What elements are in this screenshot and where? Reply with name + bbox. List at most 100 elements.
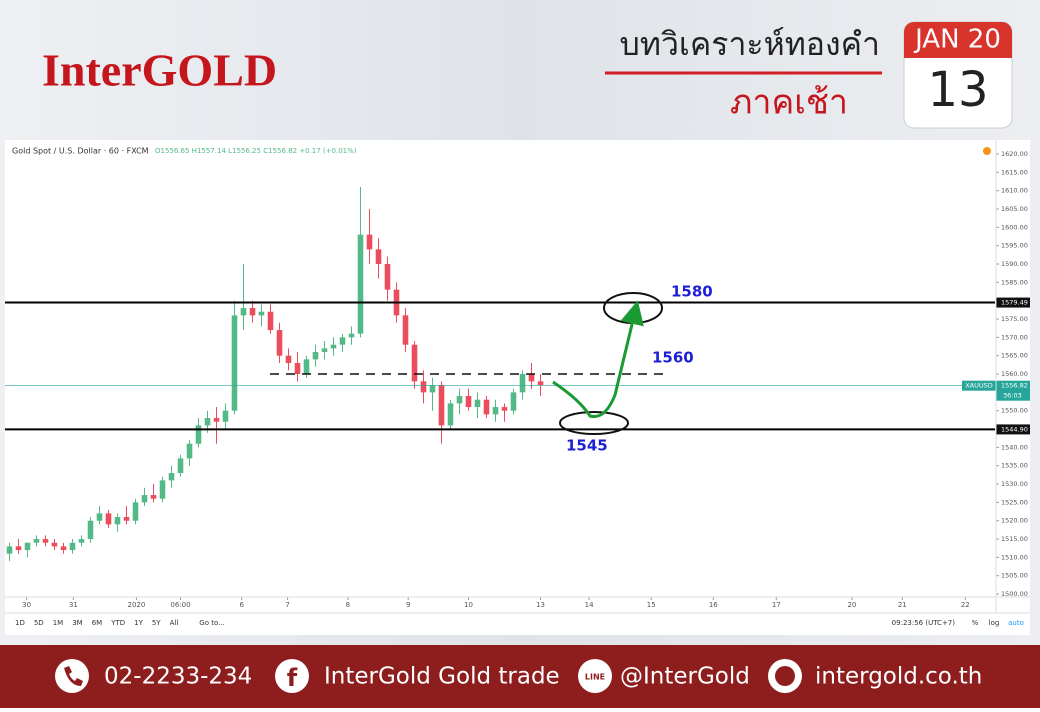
x-tick-label: 6 bbox=[239, 601, 244, 609]
candle-body bbox=[537, 381, 544, 386]
y-tick-label: 1575.00 bbox=[1001, 315, 1028, 323]
ohlc-text: O1556.65 H1557.14 L1556.25 C1556.82 +0.1… bbox=[155, 147, 357, 155]
range-button[interactable]: 3M bbox=[72, 619, 83, 627]
range-button[interactable]: 6M bbox=[92, 619, 103, 627]
countdown-label: 36:03 bbox=[1003, 392, 1022, 400]
y-tick-label: 1515.00 bbox=[1001, 535, 1028, 543]
x-tick-label: 30 bbox=[22, 601, 31, 609]
range-button[interactable]: 5Y bbox=[152, 619, 161, 627]
range-button[interactable]: 1D bbox=[15, 619, 25, 627]
candle-body bbox=[186, 443, 193, 459]
candle-body bbox=[321, 348, 328, 353]
y-tick-label: 1605.00 bbox=[1001, 205, 1028, 213]
x-tick-label: 10 bbox=[464, 601, 473, 609]
x-tick-label: 21 bbox=[898, 601, 907, 609]
y-tick-label: 1510.00 bbox=[1001, 553, 1028, 561]
candle-body bbox=[339, 337, 346, 345]
annotation: 1545 bbox=[566, 437, 608, 455]
goto-button[interactable]: Go to... bbox=[199, 619, 225, 627]
y-tick-label: 1590.00 bbox=[1001, 260, 1028, 268]
candle-body bbox=[276, 330, 283, 356]
x-tick-label: 15 bbox=[647, 601, 656, 609]
line-icon bbox=[578, 659, 612, 693]
candle-body bbox=[177, 458, 184, 474]
x-tick-label: 17 bbox=[772, 601, 781, 609]
range-button[interactable]: 1M bbox=[53, 619, 64, 627]
y-tick-label: 1620.00 bbox=[1001, 150, 1028, 158]
range-button[interactable]: All bbox=[170, 619, 179, 627]
phone-glyph bbox=[64, 666, 83, 686]
y-tick-label: 1500.00 bbox=[1001, 590, 1028, 598]
annotation: 1580 bbox=[671, 283, 713, 301]
x-tick-label: 8 bbox=[346, 601, 350, 609]
chart: 1620.00 1615.00 1610.00 1605.00 1600.00 1595.… bbox=[5, 150, 1030, 627]
y-tick-label: 1600.00 bbox=[1001, 223, 1028, 231]
candle-body bbox=[60, 546, 67, 551]
candle-body bbox=[411, 344, 418, 382]
candle-body bbox=[366, 234, 373, 250]
x-tick-label: 9 bbox=[406, 601, 410, 609]
candle-body bbox=[501, 407, 508, 411]
candle-body bbox=[69, 542, 76, 551]
y-tick-label: 1520.00 bbox=[1001, 517, 1028, 525]
support-circle bbox=[559, 411, 629, 435]
logo: InterGOLD bbox=[42, 45, 277, 96]
range-button[interactable]: 5D bbox=[34, 619, 44, 627]
y-tick-label: 1540.00 bbox=[1001, 443, 1028, 451]
scale-option[interactable]: auto bbox=[1008, 619, 1024, 627]
candle-body bbox=[528, 374, 535, 382]
x-tick-label: 14 bbox=[585, 601, 594, 609]
annotation: 1560 bbox=[652, 349, 694, 367]
scale-option[interactable]: log bbox=[989, 619, 1000, 627]
x-tick-label: 2020 bbox=[127, 601, 145, 609]
y-tick-label: 1535.00 bbox=[1001, 462, 1028, 470]
y-tick-label: 1610.00 bbox=[1001, 187, 1028, 195]
x-tick-label: 13 bbox=[536, 601, 545, 609]
candle-body bbox=[438, 385, 445, 426]
candle-body bbox=[465, 396, 472, 408]
x-tick-label: 06:00 bbox=[170, 601, 190, 609]
calendar-top bbox=[904, 22, 1012, 58]
footer-website: intergold.co.th bbox=[815, 664, 982, 690]
footer-facebook: InterGold Gold trade bbox=[324, 664, 560, 690]
candle-body bbox=[168, 473, 175, 481]
candle-body bbox=[141, 495, 148, 503]
candle-body bbox=[195, 425, 202, 444]
range-button[interactable]: 1Y bbox=[134, 619, 143, 627]
candle-body bbox=[24, 542, 31, 551]
candle-body bbox=[33, 539, 40, 543]
title: บทวิเคราะห์ทองคำ bbox=[620, 25, 880, 63]
facebook-glyph: f bbox=[287, 664, 298, 692]
candle-body bbox=[150, 495, 157, 499]
x-tick-label: 31 bbox=[69, 601, 78, 609]
candle-body bbox=[294, 363, 301, 375]
candle-body bbox=[231, 315, 238, 411]
symbol-tag bbox=[962, 380, 996, 391]
candle-body bbox=[96, 513, 103, 521]
candle-body bbox=[312, 352, 319, 360]
clock: 09:23:56 (UTC+7) bbox=[892, 619, 956, 627]
candle-body bbox=[285, 355, 292, 364]
candle-body bbox=[357, 234, 364, 334]
candle-body bbox=[456, 396, 463, 404]
subtitle: ภาคเช้า bbox=[730, 83, 848, 123]
y-tick-label: 1615.00 bbox=[1001, 168, 1028, 176]
candle-body bbox=[492, 407, 499, 415]
alert-icon bbox=[983, 147, 991, 155]
level-tag-label: 1544.90 bbox=[1001, 425, 1028, 433]
range-button[interactable]: YTD bbox=[110, 619, 125, 627]
scale-option[interactable]: % bbox=[972, 619, 979, 627]
level-tag bbox=[996, 424, 1030, 435]
candle-body bbox=[15, 546, 22, 551]
candle-body bbox=[375, 249, 382, 265]
candle-body bbox=[267, 311, 274, 331]
y-tick-label: 1565.00 bbox=[1001, 352, 1028, 360]
price-tag bbox=[996, 380, 1030, 401]
footer-phone: 02-2233-234 bbox=[104, 664, 252, 690]
level-tag bbox=[996, 297, 1030, 308]
candle-body bbox=[222, 410, 229, 422]
facebook-icon bbox=[275, 659, 309, 693]
candle-body bbox=[303, 359, 310, 375]
